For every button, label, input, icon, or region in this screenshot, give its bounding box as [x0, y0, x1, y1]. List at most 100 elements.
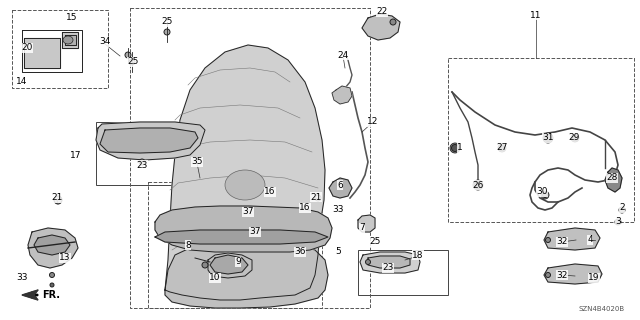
- Polygon shape: [208, 253, 252, 278]
- Text: 1: 1: [457, 143, 463, 153]
- Circle shape: [473, 180, 483, 190]
- Circle shape: [50, 283, 54, 287]
- Polygon shape: [358, 215, 375, 232]
- Circle shape: [315, 195, 321, 201]
- Bar: [148, 182, 322, 308]
- Text: 11: 11: [531, 11, 541, 20]
- Text: 18: 18: [412, 251, 424, 260]
- Polygon shape: [362, 14, 400, 40]
- Circle shape: [573, 135, 577, 140]
- Text: 16: 16: [264, 188, 276, 196]
- Polygon shape: [22, 290, 38, 300]
- Text: FR.: FR.: [42, 290, 60, 300]
- Polygon shape: [329, 178, 352, 198]
- Circle shape: [164, 29, 170, 35]
- Bar: [358, 250, 448, 295]
- Text: 28: 28: [606, 173, 618, 182]
- Polygon shape: [65, 35, 76, 45]
- Circle shape: [499, 146, 504, 150]
- Text: 25: 25: [127, 58, 139, 67]
- Circle shape: [619, 207, 625, 213]
- Text: 9: 9: [235, 258, 241, 267]
- Polygon shape: [62, 32, 78, 48]
- Text: 8: 8: [185, 241, 191, 250]
- Text: 15: 15: [67, 13, 77, 22]
- Circle shape: [365, 260, 371, 265]
- Text: 6: 6: [337, 180, 343, 189]
- Circle shape: [390, 19, 396, 25]
- Polygon shape: [34, 235, 70, 255]
- Text: 33: 33: [16, 274, 28, 283]
- Text: 27: 27: [496, 143, 508, 153]
- Polygon shape: [100, 128, 198, 153]
- Text: 36: 36: [294, 247, 306, 257]
- Text: 32: 32: [556, 237, 568, 246]
- Circle shape: [571, 134, 579, 142]
- Circle shape: [543, 133, 553, 143]
- Polygon shape: [155, 230, 328, 244]
- Circle shape: [474, 181, 481, 188]
- Circle shape: [125, 52, 131, 58]
- Text: 34: 34: [99, 37, 111, 46]
- Text: 13: 13: [60, 253, 71, 262]
- Text: 10: 10: [209, 274, 221, 283]
- Text: 17: 17: [70, 150, 82, 159]
- Text: 22: 22: [376, 7, 388, 17]
- Polygon shape: [28, 228, 78, 268]
- Text: 19: 19: [588, 274, 600, 283]
- Circle shape: [543, 193, 547, 197]
- Bar: [448, 58, 634, 222]
- Circle shape: [615, 219, 621, 225]
- Text: 33: 33: [332, 205, 344, 214]
- Circle shape: [450, 143, 460, 153]
- Circle shape: [54, 196, 62, 204]
- Text: 2: 2: [619, 204, 625, 212]
- Text: 20: 20: [21, 44, 33, 52]
- Polygon shape: [165, 45, 325, 300]
- Polygon shape: [332, 86, 352, 104]
- Polygon shape: [210, 255, 248, 274]
- Text: 25: 25: [161, 18, 173, 27]
- Text: 3: 3: [615, 218, 621, 227]
- Text: 5: 5: [335, 247, 341, 257]
- Ellipse shape: [225, 170, 265, 200]
- Text: 14: 14: [16, 77, 28, 86]
- Bar: [130, 8, 370, 308]
- Circle shape: [545, 237, 550, 243]
- Circle shape: [129, 59, 135, 65]
- Text: 7: 7: [359, 223, 365, 233]
- Text: 30: 30: [536, 188, 548, 196]
- Text: 26: 26: [472, 180, 484, 189]
- Circle shape: [202, 262, 208, 268]
- Polygon shape: [368, 256, 410, 268]
- Polygon shape: [605, 168, 622, 192]
- Ellipse shape: [63, 36, 73, 44]
- Polygon shape: [155, 206, 332, 252]
- Text: 35: 35: [191, 157, 203, 166]
- Text: 25: 25: [369, 237, 381, 246]
- Text: 21: 21: [51, 194, 63, 203]
- Circle shape: [498, 144, 506, 152]
- Polygon shape: [96, 122, 205, 160]
- Polygon shape: [165, 243, 328, 308]
- Circle shape: [139, 159, 145, 165]
- Text: 31: 31: [542, 133, 554, 142]
- Text: 16: 16: [300, 204, 311, 212]
- Circle shape: [545, 273, 550, 277]
- Circle shape: [545, 134, 552, 141]
- Text: 37: 37: [249, 228, 260, 236]
- Text: 24: 24: [337, 51, 349, 60]
- Text: 32: 32: [556, 270, 568, 279]
- Bar: [96, 122, 210, 185]
- Circle shape: [49, 273, 54, 277]
- Text: 21: 21: [310, 193, 322, 202]
- Circle shape: [451, 145, 458, 151]
- Text: SZN4B4020B: SZN4B4020B: [579, 306, 625, 312]
- Text: 29: 29: [568, 133, 580, 142]
- Text: 23: 23: [136, 161, 148, 170]
- Bar: [12, 10, 108, 88]
- Circle shape: [541, 191, 549, 199]
- Text: 23: 23: [382, 263, 394, 273]
- Polygon shape: [24, 38, 60, 68]
- Text: 12: 12: [367, 117, 379, 126]
